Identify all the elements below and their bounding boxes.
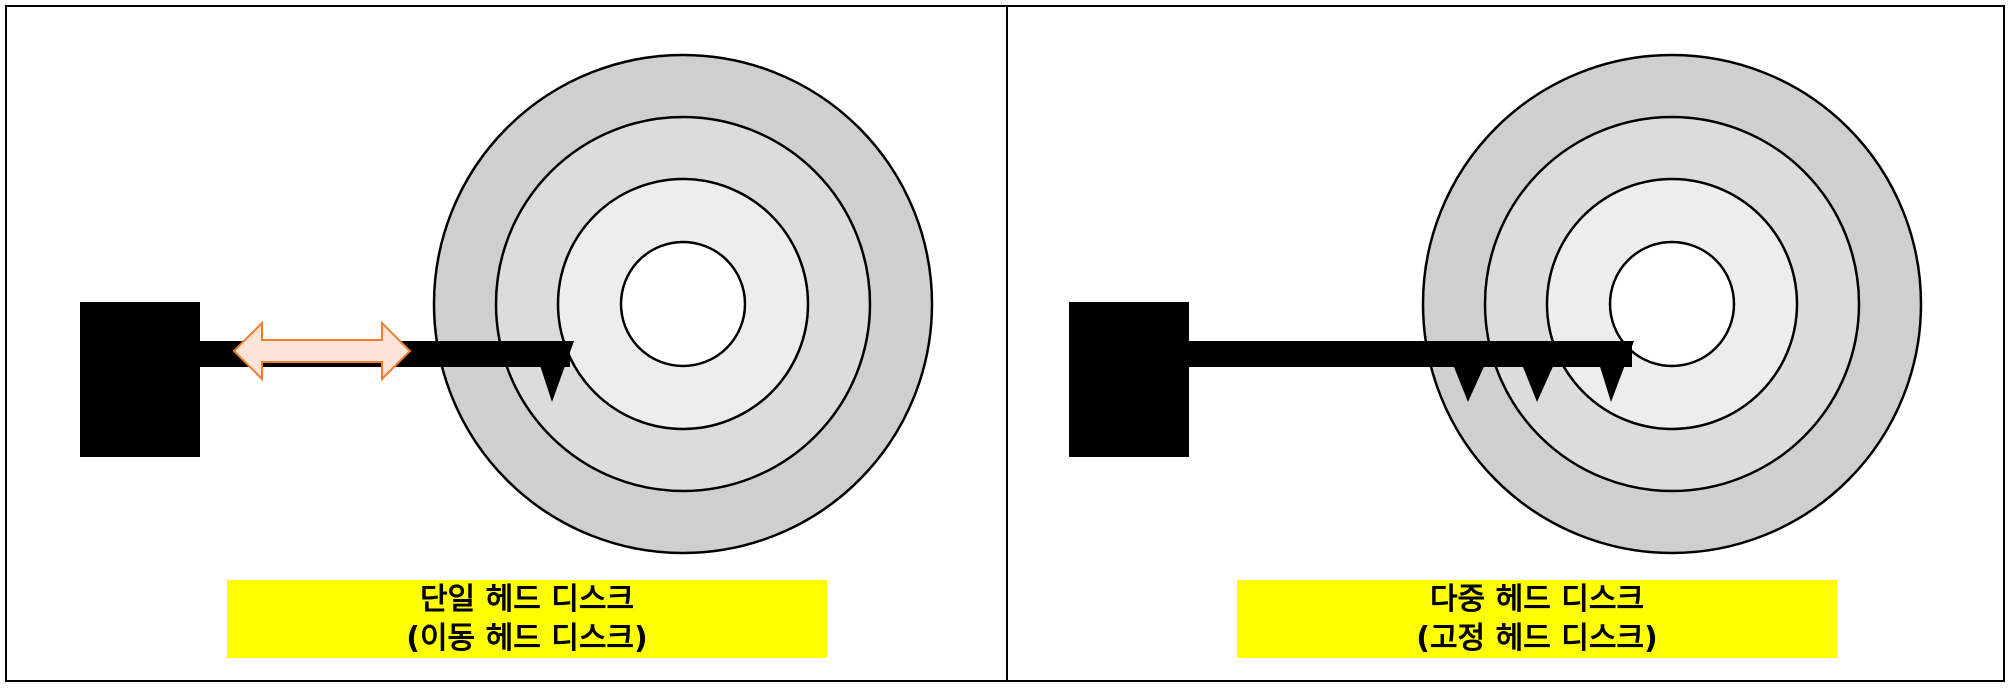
multi-head-caption: 다중 헤드 디스크 (고정 헤드 디스크) bbox=[1237, 580, 1837, 658]
caption-subtitle: (고정 헤드 디스크) bbox=[1413, 621, 1661, 656]
head-actuator-block bbox=[80, 302, 200, 457]
head-arm bbox=[1189, 341, 1632, 367]
read-write-head-middle bbox=[1521, 362, 1555, 402]
read-write-head-outer bbox=[1452, 362, 1486, 402]
head-actuator-block bbox=[1069, 302, 1189, 457]
read-write-head-inner bbox=[1592, 341, 1634, 402]
single-head-disk-panel bbox=[80, 53, 934, 555]
disk-hub bbox=[1608, 240, 1736, 368]
multi-head-disk-panel bbox=[1069, 53, 1923, 555]
disk-platter bbox=[1421, 53, 1923, 555]
caption-title: 단일 헤드 디스크 bbox=[416, 582, 638, 617]
disk-platter bbox=[432, 53, 934, 555]
read-write-head bbox=[532, 341, 574, 402]
caption-title: 다중 헤드 디스크 bbox=[1426, 582, 1648, 617]
disk-hub bbox=[619, 240, 747, 368]
single-head-caption: 단일 헤드 디스크 (이동 헤드 디스크) bbox=[227, 580, 827, 658]
caption-subtitle: (이동 헤드 디스크) bbox=[403, 621, 651, 656]
head-movement-arrow bbox=[232, 320, 412, 382]
